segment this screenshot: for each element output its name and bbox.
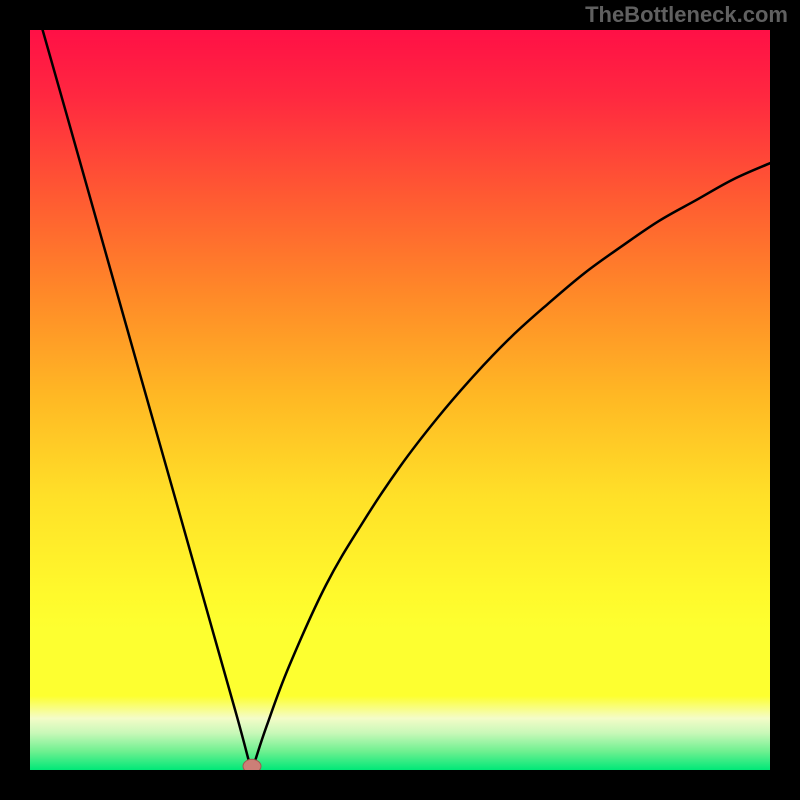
curve-layer xyxy=(0,0,800,800)
curve-left xyxy=(30,0,248,759)
watermark-text: TheBottleneck.com xyxy=(585,2,788,28)
curve-right xyxy=(256,163,770,759)
chart-container: TheBottleneck.com xyxy=(0,0,800,800)
vertex-marker xyxy=(243,759,261,773)
